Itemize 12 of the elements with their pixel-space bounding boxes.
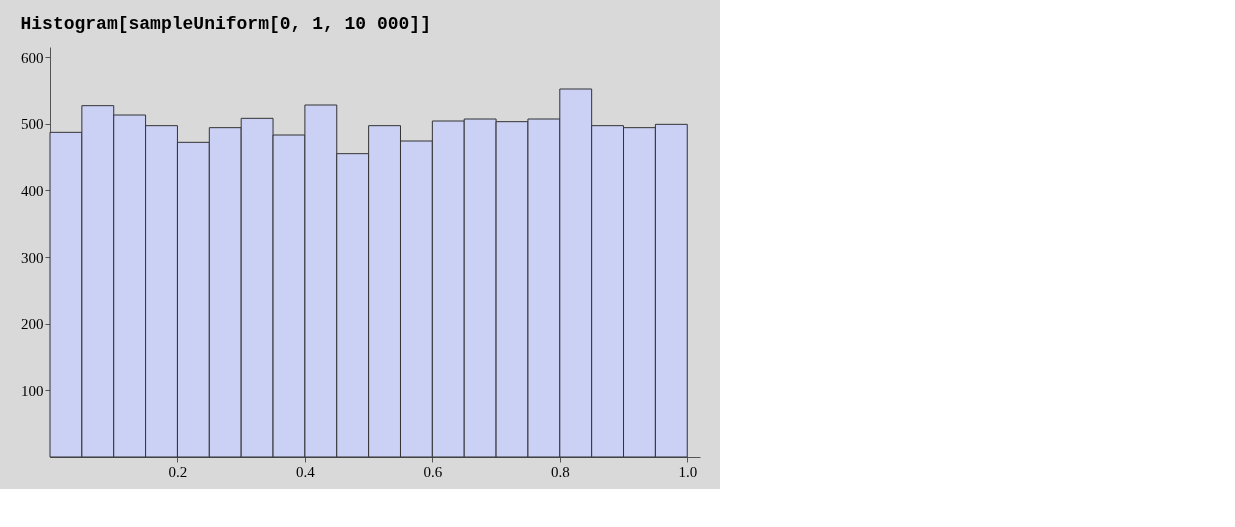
x-tick-label: 0.2 bbox=[168, 463, 188, 480]
x-tick-label: 0.8 bbox=[550, 463, 570, 480]
x-tick-label: 1.0 bbox=[678, 463, 698, 480]
chart-title: Histogram[sampleUniform[0, 1, 10 000]] bbox=[20, 14, 431, 34]
y-tick-label: 400 bbox=[21, 182, 44, 199]
y-tick-label: 500 bbox=[21, 116, 44, 133]
y-tick-label: 100 bbox=[21, 382, 44, 399]
y-tick-label: 600 bbox=[21, 49, 44, 66]
x-tick-label: 0.4 bbox=[296, 463, 316, 480]
y-tick-label: 300 bbox=[21, 249, 44, 266]
x-tick-label: 0.6 bbox=[423, 463, 443, 480]
y-tick-label: 200 bbox=[21, 316, 44, 333]
